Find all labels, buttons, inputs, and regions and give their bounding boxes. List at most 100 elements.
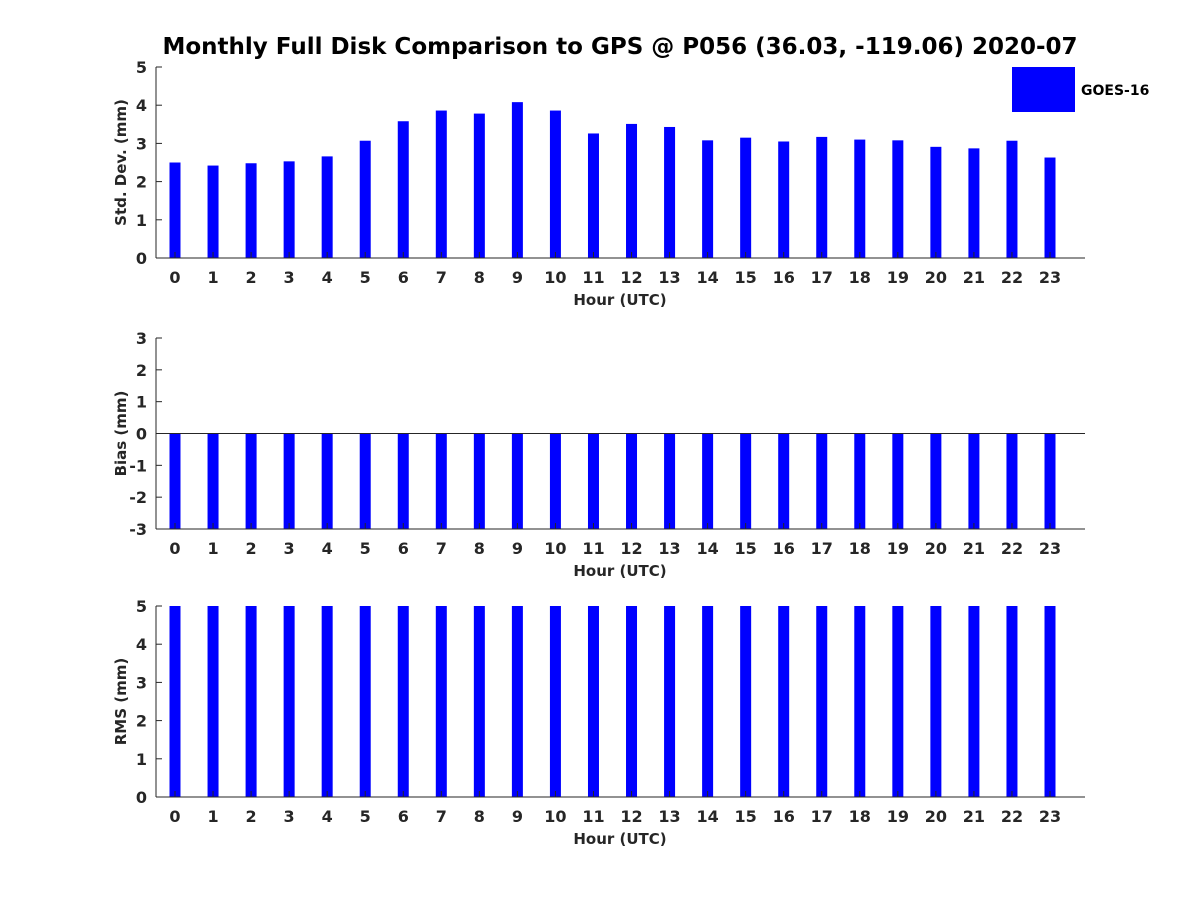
std-dev-xtick-label-19: 19 [887,268,909,287]
std-dev-bar-8 [473,113,485,258]
std-dev-bar-13 [664,126,676,258]
bias-xtick-label-19: 19 [887,539,909,558]
rms-xtick-label-3: 3 [284,807,295,826]
std-dev-xtick-label-10: 10 [544,268,566,287]
legend-label: GOES-16 [1081,83,1149,99]
rms-bar-2 [245,606,257,797]
std-dev-xtick-label-15: 15 [735,268,757,287]
std-dev-xtick-label-13: 13 [658,268,680,287]
rms-xtick-label-2: 2 [246,807,257,826]
bias-xtick-label-11: 11 [582,539,604,558]
bias-bar-7 [435,433,447,529]
rms-xtick-label-6: 6 [398,807,409,826]
std-dev-ytick-label-4: 4 [136,96,147,115]
bias-bar-17 [816,433,828,529]
rms-bar-4 [321,606,333,797]
rms-ytick-label-0: 0 [136,788,147,807]
legend-swatch [1012,67,1075,112]
rms-bar-3 [283,606,295,797]
rms-xtick-label-10: 10 [544,807,566,826]
bias-xtick-label-14: 14 [696,539,718,558]
rms-bar-13 [664,606,676,797]
bias-ytick-label-2: -1 [129,456,147,475]
rms-ytick-label-2: 2 [136,712,147,731]
bias-bar-20 [930,433,942,529]
std-dev-xtick-label-2: 2 [246,268,257,287]
bias-bar-0 [169,433,181,529]
std-dev-xtick-label-7: 7 [436,268,447,287]
bias-bar-8 [473,433,485,529]
std-dev-bar-9 [511,102,523,258]
bias-ytick-label-0: -3 [129,520,147,539]
std-dev-bar-14 [702,140,714,258]
bias-bar-5 [359,433,371,529]
rms-xtick-label-18: 18 [849,807,871,826]
std-dev-y-axis-label: Std. Dev. (mm) [112,99,130,226]
std-dev-xtick-label-9: 9 [512,268,523,287]
bias-xtick-label-18: 18 [849,539,871,558]
bias-bar-23 [1044,433,1056,529]
std-dev-xtick-label-8: 8 [474,268,485,287]
std-dev-xtick-label-17: 17 [811,268,833,287]
rms-bar-5 [359,606,371,797]
bias-bar-13 [664,433,676,529]
rms-bar-23 [1044,606,1056,797]
bias-x-axis-label: Hour (UTC) [573,562,666,580]
std-dev-bar-2 [245,163,257,258]
std-dev-xtick-label-20: 20 [925,268,947,287]
rms-xtick-label-17: 17 [811,807,833,826]
bias-ytick-label-5: 2 [136,361,147,380]
rms-xtick-label-9: 9 [512,807,523,826]
rms-bar-18 [854,606,866,797]
std-dev-bar-18 [854,139,866,258]
std-dev-xtick-label-11: 11 [582,268,604,287]
std-dev-bar-12 [626,123,638,258]
bias-bar-10 [549,433,561,529]
std-dev-xtick-label-21: 21 [963,268,985,287]
std-dev-bar-15 [740,137,752,258]
bias-xtick-label-23: 23 [1039,539,1061,558]
std-dev-bar-16 [778,141,790,258]
std-dev-xtick-label-16: 16 [773,268,795,287]
std-dev-xtick-label-14: 14 [696,268,718,287]
rms-bar-9 [511,606,523,797]
rms-xtick-label-8: 8 [474,807,485,826]
rms-ytick-label-1: 1 [136,750,147,769]
std-dev-ytick-label-3: 3 [136,134,147,153]
rms-bar-17 [816,606,828,797]
rms-xtick-label-11: 11 [582,807,604,826]
rms-xtick-label-0: 0 [169,807,180,826]
std-dev-bar-4 [321,156,333,258]
bias-bar-2 [245,433,257,529]
bias-xtick-label-4: 4 [322,539,333,558]
rms-xtick-label-23: 23 [1039,807,1061,826]
std-dev-bar-7 [435,110,447,258]
bias-ytick-label-4: 1 [136,393,147,412]
rms-bar-1 [207,606,219,797]
bias-bar-1 [207,433,219,529]
bias-bar-19 [892,433,904,529]
bias-bar-21 [968,433,980,529]
bias-bar-16 [778,433,790,529]
std-dev-xtick-label-18: 18 [849,268,871,287]
rms-xtick-label-22: 22 [1001,807,1023,826]
rms-xtick-label-14: 14 [696,807,718,826]
bias-bar-11 [587,433,599,529]
std-dev-bar-1 [207,165,219,258]
rms-bar-0 [169,606,181,797]
figure-title: Monthly Full Disk Comparison to GPS @ P0… [162,34,1077,60]
bias-bar-6 [397,433,409,529]
rms-bar-16 [778,606,790,797]
bias-bar-15 [740,433,752,529]
bias-xtick-label-8: 8 [474,539,485,558]
rms-xtick-label-12: 12 [620,807,642,826]
bias-xtick-label-7: 7 [436,539,447,558]
bias-xtick-label-5: 5 [360,539,371,558]
rms-bar-21 [968,606,980,797]
rms-ytick-label-5: 5 [136,597,147,616]
std-dev-bar-5 [359,140,371,258]
bias-xtick-label-20: 20 [925,539,947,558]
bias-bar-12 [626,433,638,529]
